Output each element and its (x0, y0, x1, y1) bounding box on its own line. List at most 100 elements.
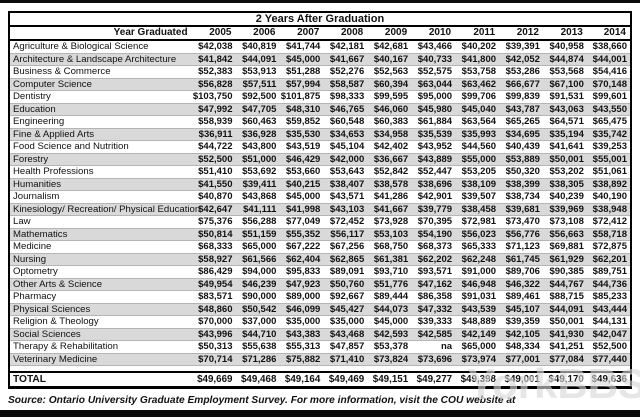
total-cell: $49,277 (411, 372, 456, 388)
salary-cell: $57,994 (279, 78, 324, 91)
row-label: Agriculture & Biological Science (9, 40, 192, 54)
salary-cell: $40,958 (542, 40, 587, 54)
salary-cell: $72,875 (586, 240, 631, 254)
salary-cell: $40,439 (499, 140, 543, 154)
salary-cell: $61,566 (235, 253, 280, 266)
salary-cell: $41,667 (323, 53, 368, 66)
salary-cell: $42,105 (499, 328, 543, 341)
salary-cell: $44,710 (235, 328, 280, 341)
top-black-bar (0, 0, 640, 3)
row-label: Other Arts & Science (9, 278, 192, 291)
salary-cell: $42,681 (367, 40, 412, 54)
table-row: Humanities $41,550 $39,411 $40,215 $38,407 $3… (9, 178, 631, 191)
salary-cell: $35,993 (455, 128, 500, 141)
salary-cell: $58,718 (586, 228, 631, 241)
salary-cell: $35,000 (279, 315, 324, 329)
salary-cell: $44,767 (542, 278, 587, 291)
salary-cell: $52,842 (367, 165, 412, 179)
salary-cell: $99,601 (586, 90, 631, 104)
salary-cell: $53,286 (499, 65, 543, 79)
salary-cell: $99,706 (455, 90, 500, 104)
row-label: Fine & Applied Arts (9, 128, 192, 141)
salary-cell: $62,248 (455, 253, 500, 266)
salary-cell: $72,412 (586, 215, 631, 229)
salary-cell: $43,519 (279, 140, 324, 154)
table-title-row: 2 Years After Graduation (9, 12, 631, 27)
year-column-header: 2005 (191, 26, 236, 41)
salary-cell: $53,103 (367, 228, 412, 241)
salary-cell: $50,760 (323, 278, 368, 291)
row-label: Dentistry (9, 90, 192, 104)
row-label: Forestry (9, 153, 192, 166)
salary-cell: $55,352 (279, 228, 324, 241)
salary-cell: $43,103 (323, 203, 368, 216)
year-column-header: 2010 (411, 26, 456, 41)
salary-cell: $62,201 (586, 253, 631, 266)
salary-cell: $43,539 (455, 303, 500, 316)
row-label: Health Professions (9, 165, 192, 179)
salary-cell: $52,276 (323, 65, 368, 79)
salary-cell: $54,190 (411, 228, 456, 241)
salary-cell: $42,593 (367, 328, 412, 341)
salary-cell: $43,468 (323, 328, 368, 341)
total-cell: $49,469 (323, 372, 368, 388)
salary-cell: $66,677 (499, 78, 543, 91)
salary-cell: $40,733 (411, 53, 456, 66)
salary-cell: $46,322 (499, 278, 543, 291)
salary-cell: $53,913 (235, 65, 280, 79)
salary-cell: $45,000 (279, 190, 324, 204)
salary-cell: $46,948 (455, 278, 500, 291)
salary-cell: $45,040 (455, 103, 500, 116)
table-row: Fine & Applied Arts $36,911 $36,928 $35,530… (9, 128, 631, 141)
salary-cell: $72,452 (323, 215, 368, 229)
total-cell: $49,151 (367, 372, 412, 388)
row-label: Architecture & Landscape Architecture (9, 53, 192, 66)
salary-cell: $35,194 (542, 128, 587, 141)
year-column-header: 2008 (323, 26, 368, 41)
salary-cell: $53,889 (499, 153, 543, 166)
table-row: Forestry $52,500 $51,000 $46,429 $42,000 $36,… (9, 153, 631, 166)
salary-cell: $43,383 (279, 328, 324, 341)
salary-cell: $47,162 (411, 278, 456, 291)
salary-cell: $36,667 (367, 153, 412, 166)
salary-cell: $38,458 (455, 203, 500, 216)
salary-cell: $43,868 (235, 190, 280, 204)
salary-cell: $43,550 (586, 103, 631, 116)
salary-cell: $40,190 (586, 190, 631, 204)
salary-cell: $68,373 (411, 240, 456, 254)
salary-cell: $53,660 (279, 165, 324, 179)
year-column-header: 2013 (542, 26, 587, 41)
salary-cell: $48,310 (279, 103, 324, 116)
salary-table: 2 Years After Graduation Year Graduated … (8, 11, 632, 389)
salary-cell: $45,107 (499, 303, 543, 316)
salary-cell: $42,052 (499, 53, 543, 66)
table-row: Architecture & Landscape Architecture $41… (9, 53, 631, 66)
row-label: Optometry (9, 265, 192, 279)
salary-cell: $44,560 (455, 140, 500, 154)
salary-cell: $91,531 (542, 90, 587, 104)
salary-cell: $42,181 (323, 40, 368, 54)
salary-cell: $40,239 (542, 190, 587, 204)
salary-cell: $44,736 (586, 278, 631, 291)
salary-cell: $44,091 (542, 303, 587, 316)
salary-cell: $71,123 (499, 240, 543, 254)
salary-cell: $36,911 (191, 128, 236, 141)
salary-cell: $38,399 (499, 178, 543, 191)
salary-cell: $47,857 (323, 340, 368, 354)
table-row: Physical Sciences $48,860 $50,542 $46,099 $4… (9, 303, 631, 316)
salary-cell: $57,511 (235, 78, 280, 91)
salary-cell: $41,930 (542, 328, 587, 341)
salary-cell: $40,819 (235, 40, 280, 54)
salary-cell: $86,429 (191, 265, 236, 279)
salary-cell: $58,927 (191, 253, 236, 266)
total-cell: $49,170 (542, 372, 587, 388)
salary-cell: $43,444 (586, 303, 631, 316)
salary-cell: $65,333 (455, 240, 500, 254)
table-row: Therapy & Rehabilitation $50,313 $55,638 $5… (9, 340, 631, 354)
salary-cell: $72,981 (455, 215, 500, 229)
salary-cell: $36,928 (235, 128, 280, 141)
salary-cell: $67,256 (323, 240, 368, 254)
salary-cell: $39,681 (499, 203, 543, 216)
salary-cell: $40,870 (191, 190, 236, 204)
salary-cell: $50,320 (499, 165, 543, 179)
